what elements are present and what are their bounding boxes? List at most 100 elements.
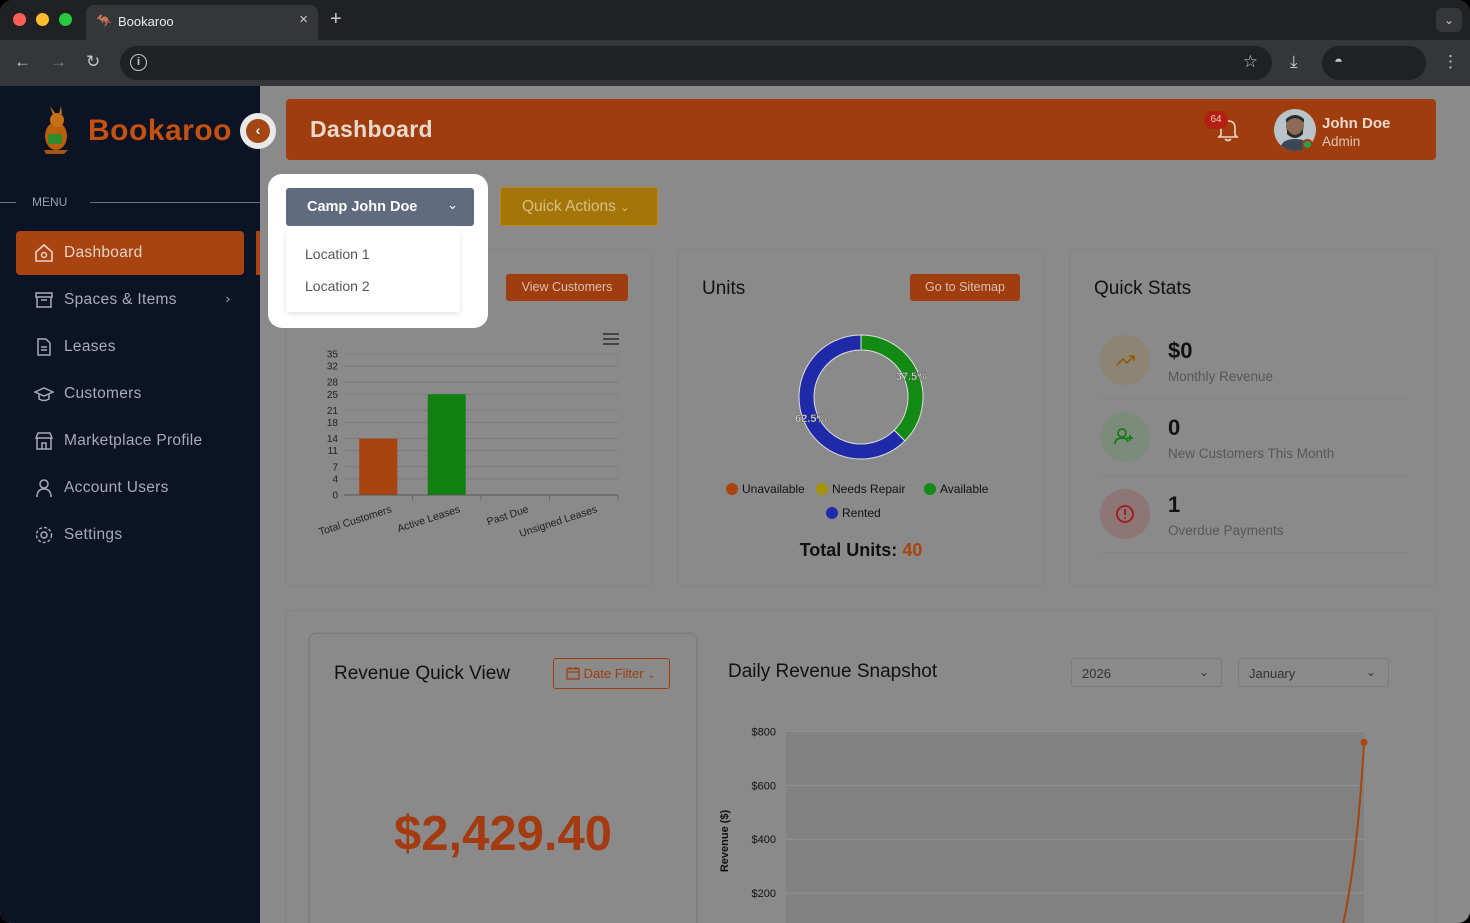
stat-label: Monthly Revenue [1168, 369, 1274, 384]
sidebar-item-account-users[interactable]: Account Users [16, 466, 244, 510]
card-title: Quick Stats [1094, 278, 1192, 299]
legend-swatch [816, 483, 828, 495]
close-window-button[interactable] [13, 13, 26, 26]
back-arrow-icon[interactable]: ← [14, 52, 31, 71]
sidebar-item-leases[interactable]: Leases [16, 325, 244, 369]
location-option[interactable]: Location 2 [305, 278, 370, 294]
stat-label: New Customers This Month [1168, 446, 1335, 461]
card-title: Revenue Quick View [334, 663, 511, 684]
archive-box-icon [35, 292, 53, 308]
site-info-icon[interactable]: i [130, 54, 147, 71]
sidebar-item-dashboard[interactable]: Dashboard [16, 231, 244, 275]
legend-swatch [924, 483, 936, 495]
page-header: Dashboard 64 John Doe Admin [286, 99, 1436, 160]
year-select[interactable]: 2026 ⌄ [1071, 658, 1222, 687]
bookmark-star-icon[interactable]: ☆ [1242, 52, 1258, 71]
stat-icon-wrapper [1100, 335, 1150, 385]
browser-toolbar: ← → ↻ i ☆ ⤓ ◓ ⋮ [0, 40, 1470, 86]
menu-label: MENU [32, 195, 68, 209]
month-select-value: January [1249, 666, 1296, 681]
main-content: Dashboard 64 John Doe Admin Quick Action… [260, 86, 1470, 923]
stat-label: Overdue Payments [1168, 523, 1284, 538]
forward-arrow-icon[interactable]: → [50, 52, 67, 71]
collapse-sidebar-button[interactable]: ‹ [240, 113, 276, 149]
notification-badge: 64 [1204, 111, 1228, 129]
go-to-sitemap-button[interactable]: Go to Sitemap [910, 274, 1020, 301]
tab-search-icon[interactable]: ⌄ [1436, 8, 1462, 32]
chevron-left-icon: ‹ [246, 119, 270, 143]
quick-actions-label: Quick Actions [522, 198, 616, 215]
location-selected: Camp John Doe [307, 199, 418, 215]
minimize-window-button[interactable] [36, 13, 49, 26]
sidebar-item-customers[interactable]: Customers [16, 372, 244, 416]
menu-divider [90, 202, 260, 203]
browser-menu-icon[interactable]: ⋮ [1442, 52, 1459, 71]
download-icon[interactable]: ⤓ [1290, 52, 1298, 71]
data-point [1360, 738, 1368, 746]
online-status-dot [1302, 139, 1313, 150]
chevron-down-icon: ⌄ [1365, 665, 1376, 679]
avatar[interactable] [1274, 109, 1316, 151]
stat-icon-wrapper [1100, 412, 1150, 462]
y-tick-label: 18 [327, 418, 339, 429]
revenue-line [1342, 742, 1365, 923]
new-tab-icon[interactable]: + [330, 8, 342, 30]
tab-title: Bookaroo [118, 14, 174, 29]
stat-divider [1100, 475, 1410, 476]
y-axis-label: Revenue ($) [719, 809, 731, 872]
revenue-section: Revenue Quick View Date Filter ⌄ $2,429.… [286, 611, 1436, 923]
revenue-amount: $2,429.40 [394, 807, 612, 861]
daily-revenue-line-chart: $200 $400 $600 $800 Revenue ($) [719, 726, 1368, 923]
bar [359, 438, 398, 495]
donut-slice [860, 334, 924, 442]
y-tick-label: 35 [327, 350, 339, 361]
x-tick-label: Active Leases [396, 503, 462, 535]
revenue-quick-view-card: Revenue Quick View Date Filter ⌄ $2,429.… [310, 634, 696, 923]
sidebar-item-spaces-items[interactable]: Spaces & Items › [16, 278, 244, 322]
date-filter-button[interactable]: Date Filter ⌄ [553, 658, 670, 689]
calendar-icon [566, 667, 580, 680]
user-icon [36, 479, 52, 498]
location-option[interactable]: Location 1 [305, 246, 370, 262]
bar [427, 394, 466, 495]
stat-value: 1 [1168, 492, 1181, 517]
browser-tab[interactable]: 🦘 Bookaroo × [86, 5, 318, 40]
chevron-down-icon: ⌄ [620, 202, 630, 214]
document-icon [37, 338, 51, 356]
month-select[interactable]: January ⌄ [1238, 658, 1389, 687]
sidebar-item-marketplace-profile[interactable]: Marketplace Profile [16, 419, 244, 463]
chevron-down-icon: ⌄ [1198, 665, 1209, 679]
slice-percent-label: 37.5% [896, 371, 927, 383]
address-bar[interactable]: i ☆ [120, 46, 1272, 80]
user-plus-icon [1114, 428, 1133, 445]
sidebar-item-settings[interactable]: Settings [16, 513, 244, 557]
legend-label: Unavailable [742, 482, 805, 496]
kangaroo-logo-icon [44, 106, 68, 154]
legend-swatch [826, 507, 838, 519]
stat-icon-wrapper [1100, 489, 1150, 539]
maximize-window-button[interactable] [59, 13, 72, 26]
view-customers-button[interactable]: View Customers [506, 274, 628, 301]
quick-actions-button[interactable]: Quick Actions ⌄ [500, 187, 658, 226]
chart-menu-icon[interactable] [602, 332, 620, 346]
chevron-right-icon: › [225, 291, 230, 306]
stat-divider [1100, 398, 1410, 399]
reload-icon[interactable]: ↻ [86, 52, 101, 71]
sidebar-item-label: Dashboard [64, 244, 143, 261]
menu-divider [0, 202, 16, 203]
legend-label: Available [940, 482, 989, 496]
y-tick-label: 32 [327, 362, 339, 373]
x-tick-label: Unsigned Leases [518, 503, 599, 539]
location-dropdown: Location 1 Location 2 [286, 230, 460, 312]
sidebar-item-label: Customers [64, 385, 142, 402]
app: Bookaroo ‹ MENU Dashboard Spaces & Items… [0, 86, 1470, 923]
location-select-button[interactable]: Camp John Doe ⌄ [286, 188, 474, 226]
user-role: Admin [1322, 134, 1361, 149]
sidebar-item-label: Settings [64, 526, 123, 543]
incognito-profile-button[interactable]: ◓ [1322, 46, 1426, 80]
y-tick-label: $600 [752, 780, 776, 792]
legend-swatch [726, 483, 738, 495]
close-tab-icon[interactable]: × [299, 11, 308, 28]
stat-value: $0 [1168, 338, 1193, 363]
sidebar-item-label: Marketplace Profile [64, 432, 203, 449]
